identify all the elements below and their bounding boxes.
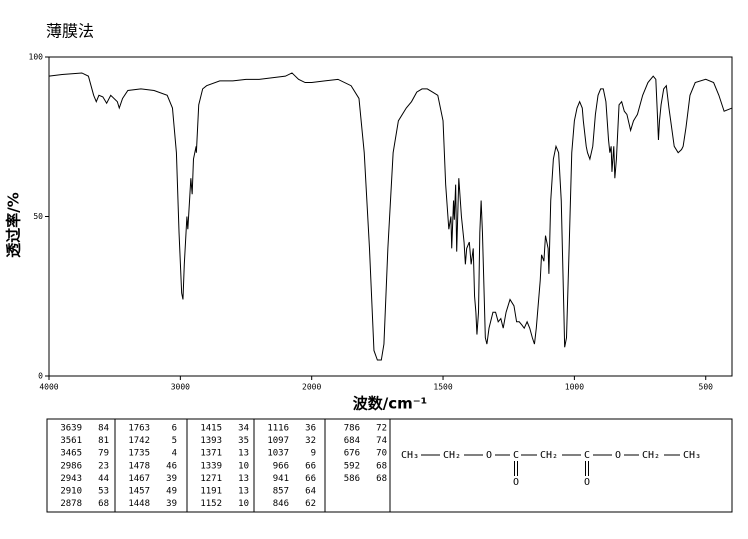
atom-label: CH₂	[642, 450, 660, 461]
peak-transmittance: 35	[238, 436, 249, 446]
peak-wavenumber: 1763	[128, 424, 150, 434]
y-tick-label: 100	[29, 53, 44, 62]
peak-transmittance: 68	[376, 474, 387, 484]
peak-wavenumber: 1271	[200, 474, 222, 484]
peak-wavenumber: 1037	[267, 449, 289, 459]
peak-transmittance: 74	[376, 436, 387, 446]
peak-wavenumber: 1191	[200, 487, 222, 497]
atom-label: CH₃	[683, 450, 701, 461]
peak-transmittance: 72	[376, 424, 387, 434]
peak-wavenumber: 1116	[267, 424, 289, 434]
peak-transmittance: 32	[305, 436, 316, 446]
peak-transmittance: 23	[98, 461, 109, 471]
x-tick-label: 1000	[565, 383, 584, 392]
chart-title: 薄膜法	[46, 22, 94, 41]
peak-transmittance: 39	[166, 499, 177, 509]
peak-transmittance: 10	[238, 499, 249, 509]
peak-transmittance: 49	[166, 487, 177, 497]
peak-wavenumber: 592	[344, 461, 360, 471]
atom-label: CH₃	[401, 450, 419, 461]
peak-wavenumber: 1457	[128, 487, 150, 497]
peak-transmittance: 79	[98, 449, 109, 459]
atom-label: C	[513, 450, 519, 461]
peak-wavenumber: 3639	[60, 424, 82, 434]
peak-wavenumber: 1415	[200, 424, 222, 434]
atom-label: C	[584, 450, 590, 461]
y-tick-label: 0	[38, 372, 43, 381]
peak-transmittance: 36	[305, 424, 316, 434]
peak-wavenumber: 1393	[200, 436, 222, 446]
atom-label: CH₂	[443, 450, 461, 461]
peak-transmittance: 39	[166, 474, 177, 484]
peak-wavenumber: 857	[273, 487, 289, 497]
peak-wavenumber: 941	[273, 474, 289, 484]
peak-transmittance: 68	[376, 461, 387, 471]
peak-wavenumber: 1152	[200, 499, 222, 509]
atom-label: O	[486, 450, 492, 461]
peak-transmittance: 9	[311, 449, 316, 459]
peak-wavenumber: 1371	[200, 449, 222, 459]
x-tick-label: 1500	[433, 383, 452, 392]
peak-transmittance: 13	[238, 449, 249, 459]
peak-transmittance: 64	[305, 487, 316, 497]
peak-wavenumber: 1478	[128, 461, 150, 471]
peak-wavenumber: 966	[273, 461, 289, 471]
y-tick-label: 50	[33, 212, 43, 221]
y-axis-label: 透过率/%	[5, 192, 23, 258]
peak-wavenumber: 1097	[267, 436, 289, 446]
peak-transmittance: 44	[98, 474, 109, 484]
peak-transmittance: 13	[238, 487, 249, 497]
peak-transmittance: 13	[238, 474, 249, 484]
peak-transmittance: 66	[305, 461, 316, 471]
peak-wavenumber: 1467	[128, 474, 150, 484]
peak-transmittance: 68	[98, 499, 109, 509]
peak-wavenumber: 1735	[128, 449, 150, 459]
peak-wavenumber: 2878	[60, 499, 82, 509]
peak-wavenumber: 586	[344, 474, 360, 484]
peak-transmittance: 84	[98, 424, 109, 434]
peak-transmittance: 53	[98, 487, 109, 497]
peak-transmittance: 70	[376, 449, 387, 459]
peak-transmittance: 6	[172, 424, 177, 434]
x-tick-label: 500	[699, 383, 714, 392]
peak-wavenumber: 846	[273, 499, 289, 509]
peak-wavenumber: 2943	[60, 474, 82, 484]
peak-wavenumber: 2910	[60, 487, 82, 497]
peak-transmittance: 5	[172, 436, 177, 446]
peak-wavenumber: 1742	[128, 436, 150, 446]
peak-transmittance: 4	[172, 449, 177, 459]
peak-transmittance: 34	[238, 424, 249, 434]
peak-transmittance: 62	[305, 499, 316, 509]
x-tick-label: 4000	[39, 383, 58, 392]
peak-wavenumber: 1448	[128, 499, 150, 509]
peak-transmittance: 10	[238, 461, 249, 471]
spectrum-line	[48, 72, 733, 361]
peak-wavenumber: 676	[344, 449, 360, 459]
atom-label: O	[615, 450, 621, 461]
peak-transmittance: 81	[98, 436, 109, 446]
peak-wavenumber: 3465	[60, 449, 82, 459]
peak-wavenumber: 2986	[60, 461, 82, 471]
structure: CH₃ CH₂ O C O CH₂ C O O CH₂ CH₃	[401, 450, 701, 488]
plot-frame	[48, 56, 733, 377]
peak-wavenumber: 684	[344, 436, 360, 446]
peak-transmittance: 66	[305, 474, 316, 484]
peak-wavenumber: 1339	[200, 461, 222, 471]
atom-label: O	[513, 477, 519, 488]
x-tick-label: 2000	[302, 383, 321, 392]
peak-transmittance: 46	[166, 461, 177, 471]
x-axis-label: 波数/cm⁻¹	[353, 395, 428, 413]
atom-label: O	[584, 477, 590, 488]
peak-wavenumber: 786	[344, 424, 360, 434]
x-tick-label: 3000	[171, 383, 190, 392]
peak-wavenumber: 3561	[60, 436, 82, 446]
atom-label: CH₂	[540, 450, 558, 461]
